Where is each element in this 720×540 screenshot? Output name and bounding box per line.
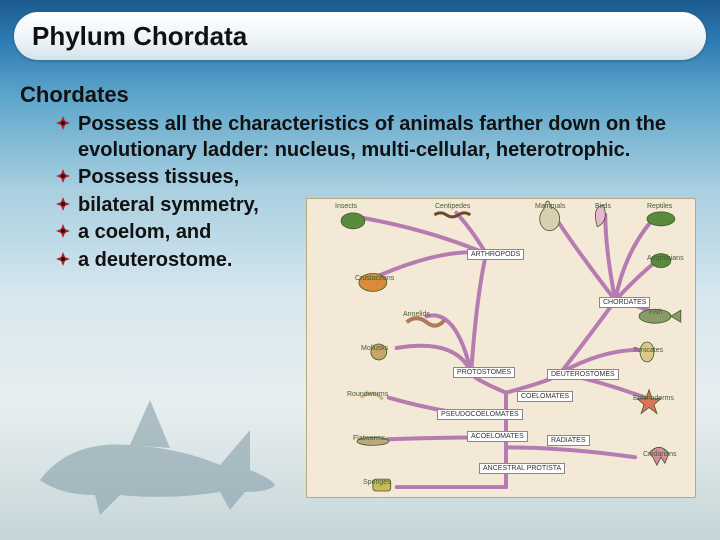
organism-label: Sponges — [363, 479, 391, 486]
bullet-star-icon — [56, 116, 70, 130]
organism-label: Fish — [649, 309, 662, 316]
organism-label: Centipedes — [435, 203, 470, 210]
bullet-item: Possess all the characteristics of anima… — [56, 112, 696, 163]
organism-label: Mollusks — [361, 345, 388, 352]
organism-label: Reptiles — [647, 203, 672, 210]
clade-tag: ACOELOMATES — [467, 431, 528, 442]
clade-tag: ARTHROPODS — [467, 249, 524, 260]
organism-label: Crustaceans — [355, 275, 394, 282]
organism-label: Flatworms — [353, 435, 385, 442]
bullet-star-icon — [56, 169, 70, 183]
clade-tag: CHORDATES — [599, 297, 650, 308]
clade-tag: PROTOSTOMES — [453, 367, 515, 378]
organism-label: Roundworms — [347, 391, 388, 398]
bullet-star-icon — [56, 224, 70, 238]
clade-tag: RADIATES — [547, 435, 590, 446]
organism-label: Tunicates — [633, 347, 663, 354]
organism-label: Amphibians — [647, 255, 684, 262]
bullet-text: Possess tissues, — [78, 165, 410, 191]
bullet-item: Possess tissues, — [56, 165, 410, 191]
organism-label: Annelids — [403, 311, 430, 318]
organism-label: Echinoderms — [633, 395, 674, 402]
slide-title: Phylum Chordata — [32, 21, 247, 52]
phylogeny-diagram: ARTHROPODS CHORDATES PROTOSTOMES DEUTEROSTO… — [306, 198, 696, 498]
shark-silhouette — [20, 370, 280, 520]
clade-tag: ANCESTRAL PROTISTA — [479, 463, 565, 474]
organism-label: Cnidarians — [643, 451, 676, 458]
organism-label: Birds — [595, 203, 611, 210]
clade-tag: PSEUDOCOELOMATES — [437, 409, 523, 420]
organism-label: Mammals — [535, 203, 565, 210]
slide-subtitle: Chordates — [20, 82, 129, 108]
organism-label: Insects — [335, 203, 357, 210]
clade-tag: DEUTEROSTOMES — [547, 369, 619, 380]
bullet-text: Possess all the characteristics of anima… — [78, 112, 696, 163]
bullet-star-icon — [56, 252, 70, 266]
title-bar: Phylum Chordata — [14, 12, 706, 60]
bullet-star-icon — [56, 197, 70, 211]
clade-tag: COELOMATES — [517, 391, 573, 402]
